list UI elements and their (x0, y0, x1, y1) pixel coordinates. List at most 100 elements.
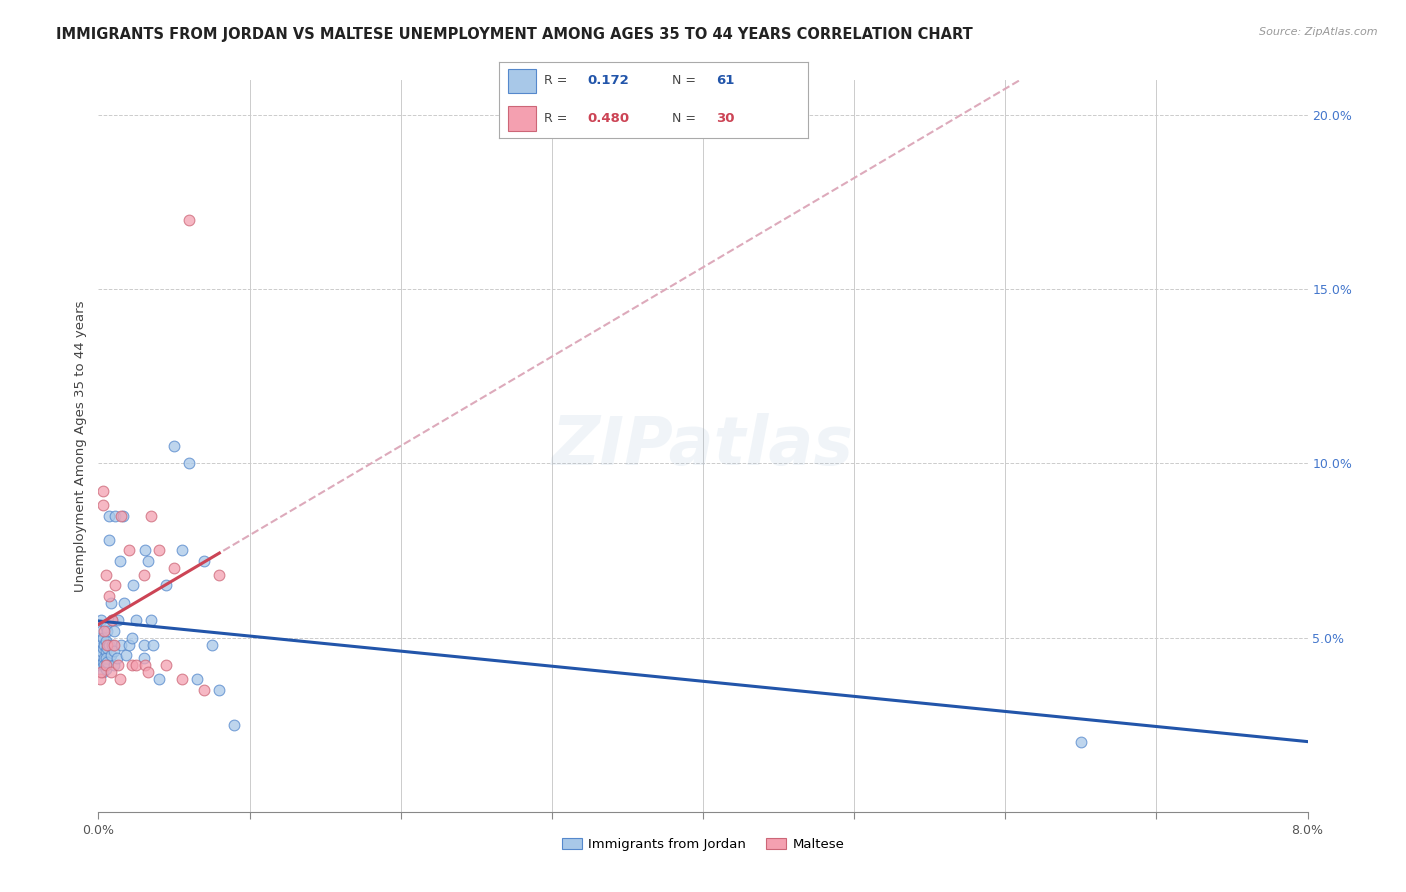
Text: R =: R = (544, 112, 571, 125)
Point (96, 638, 118, 652)
Point (100, 665, 122, 680)
Point (94, 658, 117, 673)
Legend: Immigrants from Jordan, Maltese: Immigrants from Jordan, Maltese (557, 832, 849, 856)
Point (193, 554, 215, 568)
Text: ZIPatlas: ZIPatlas (553, 413, 853, 479)
Point (110, 508, 132, 523)
Point (136, 554, 159, 568)
Point (93, 624, 115, 638)
Point (94, 567, 117, 582)
Point (104, 578, 127, 592)
Point (100, 648, 122, 662)
Point (103, 644, 125, 658)
Point (112, 596, 135, 610)
Point (170, 543, 193, 558)
Point (136, 665, 159, 680)
Point (141, 613, 163, 627)
Text: R =: R = (544, 74, 571, 87)
Text: 0.172: 0.172 (588, 74, 628, 87)
Point (141, 508, 163, 523)
Point (1070, 735, 1092, 749)
Point (179, 457, 201, 471)
Point (89, 648, 111, 662)
Point (108, 673, 131, 687)
Point (132, 638, 155, 652)
Point (98, 589, 121, 603)
Text: IMMIGRANTS FROM JORDAN VS MALTESE UNEMPLOYMENT AMONG AGES 35 TO 44 YEARS CORRELA: IMMIGRANTS FROM JORDAN VS MALTESE UNEMPL… (56, 27, 973, 42)
Point (96, 624, 118, 638)
Point (134, 543, 156, 558)
Y-axis label: Unemployment Among Ages 35 to 44 years: Unemployment Among Ages 35 to 44 years (75, 301, 87, 591)
Point (89, 658, 111, 673)
Point (208, 682, 231, 697)
Point (186, 673, 208, 687)
Point (121, 658, 143, 673)
Point (103, 624, 125, 638)
Point (96, 655, 118, 669)
Point (90, 665, 112, 680)
Point (132, 651, 155, 665)
Point (107, 658, 129, 673)
Point (101, 613, 124, 627)
Point (90, 613, 112, 627)
Point (132, 567, 155, 582)
Text: Source: ZipAtlas.com: Source: ZipAtlas.com (1260, 27, 1378, 37)
Point (107, 613, 129, 627)
Point (93, 658, 115, 673)
Point (98, 638, 121, 652)
Point (111, 508, 134, 523)
Text: 61: 61 (716, 74, 734, 87)
Point (101, 613, 124, 627)
Point (108, 554, 131, 568)
Point (91, 655, 114, 669)
Point (93, 638, 115, 652)
Point (94, 620, 117, 634)
Point (148, 543, 170, 558)
Point (96, 640, 118, 655)
Point (94, 644, 117, 658)
Point (193, 682, 215, 697)
Point (90, 644, 112, 658)
Point (125, 658, 148, 673)
Point (94, 634, 117, 648)
Text: N =: N = (672, 74, 700, 87)
Point (122, 578, 145, 592)
Point (170, 673, 193, 687)
Point (103, 658, 125, 673)
Point (148, 673, 170, 687)
Text: N =: N = (672, 112, 700, 125)
Point (90, 638, 112, 652)
Point (134, 658, 156, 673)
Point (201, 638, 224, 652)
Text: 0.480: 0.480 (588, 112, 630, 125)
Point (155, 578, 177, 592)
Point (142, 638, 165, 652)
Point (118, 638, 141, 652)
Point (100, 596, 122, 610)
Point (103, 638, 125, 652)
Point (91, 484, 114, 499)
Text: 30: 30 (716, 112, 734, 125)
Point (118, 543, 141, 558)
Point (104, 508, 127, 523)
Point (90, 624, 112, 638)
Point (121, 631, 143, 645)
Point (98, 533, 121, 547)
Point (91, 498, 114, 512)
Point (125, 613, 148, 627)
Point (155, 658, 177, 673)
Point (208, 567, 231, 582)
Point (114, 648, 136, 662)
Point (93, 651, 115, 665)
Point (89, 673, 111, 687)
Point (179, 212, 201, 227)
Point (94, 651, 117, 665)
Point (224, 717, 246, 731)
Point (163, 439, 186, 453)
Point (94, 662, 117, 676)
Point (89, 631, 111, 645)
Point (98, 508, 121, 523)
Bar (509, 69, 536, 93)
Point (110, 638, 132, 652)
Point (91, 665, 114, 680)
